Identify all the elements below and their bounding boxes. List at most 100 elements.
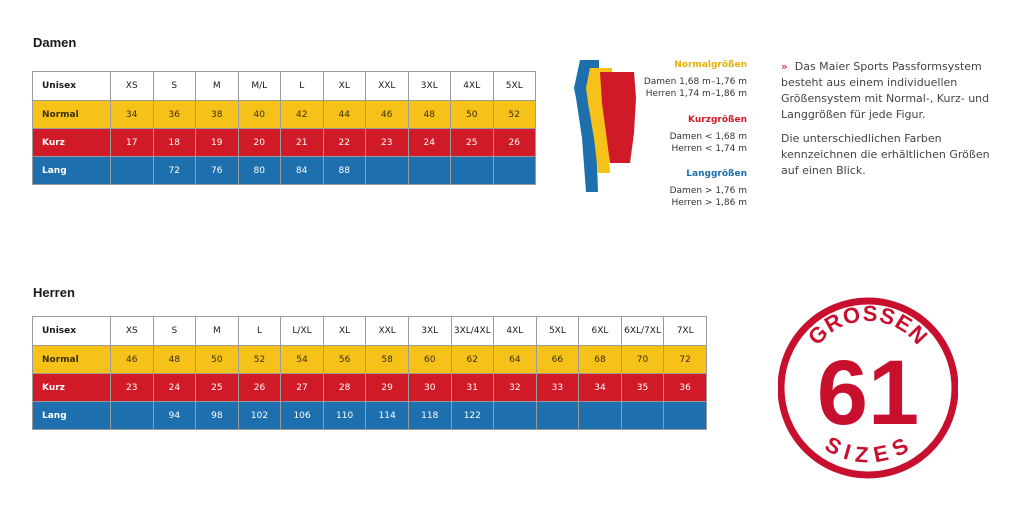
damen-cell: M [195,71,239,101]
damen-cell: 46 [365,100,409,129]
herren-cell: 32 [493,373,537,402]
damen-cell: 52 [492,100,536,129]
damen-cell: 36 [152,100,196,129]
herren-cell: 72 [663,345,707,374]
description-paragraph-1: » Das Maier Sports Passformsystem besteh… [781,60,990,121]
legend-normal-damen: Damen 1,68 m–1,76 m [643,77,747,87]
pants-kurz-shape [600,72,636,163]
damen-cell: 20 [237,128,281,157]
herren-row-label-kurz: Kurz [32,373,111,402]
herren-cell: 102 [237,401,282,430]
badge-outer-ring [778,297,958,479]
herren-cell: 26 [237,373,282,402]
herren-cell: 29 [365,373,409,402]
description: » Das Maier Sports Passformsystem besteh… [781,59,996,179]
damen-cell: L [280,71,324,101]
damen-cell: 80 [237,156,281,185]
herren-cell [493,401,537,430]
herren-cell: 62 [450,345,495,374]
badge-number: 61 [817,342,919,444]
pants-fit-illustration [574,60,636,192]
herren-cell: 48 [152,345,197,374]
herren-cell: XL [322,316,367,346]
damen-cell: 17 [110,128,154,157]
herren-cell: 118 [407,401,452,430]
damen-row-label-header: Unisex [32,71,111,101]
damen-cell: 40 [237,100,281,129]
damen-cell: 84 [280,156,324,185]
herren-cell: 64 [493,345,537,374]
damen-cell: 38 [195,100,239,129]
damen-cell [365,156,409,185]
damen-cell: 48 [407,100,451,129]
herren-cell: M [195,316,239,346]
damen-cell: 44 [322,100,366,129]
herren-cell: 27 [280,373,324,402]
description-paragraph-2: Die unterschiedlichen Farben kennzeichne… [781,132,990,177]
damen-cell [110,156,154,185]
herren-cell: 60 [407,345,452,374]
damen-cell: 88 [322,156,366,185]
herren-cell: 35 [620,373,665,402]
legend-lang-herren: Herren > 1,86 m [671,198,747,208]
herren-cell: 114 [365,401,409,430]
damen-cell: XS [110,71,154,101]
herren-cell [535,401,580,430]
herren-cell: 98 [195,401,239,430]
herren-row-label-lang: Lang [32,401,111,430]
damen-row-kurz: Kurz 17 18 19 20 21 22 23 24 25 26 [32,128,536,157]
damen-title: Damen [33,35,77,50]
damen-cell: 21 [280,128,324,157]
herren-cell: 24 [152,373,197,402]
legend-lang-damen: Damen > 1,76 m [669,186,747,196]
herren-row-label-normal: Normal [32,345,111,374]
herren-row-label-header: Unisex [32,316,111,346]
herren-row-lang: Lang 94 98 102 106 110 114 118 122 [32,401,707,430]
herren-cell: 30 [407,373,452,402]
damen-cell: 18 [152,128,196,157]
herren-cell: 31 [450,373,495,402]
herren-cell: 54 [280,345,324,374]
damen-cell: 22 [322,128,366,157]
legend-kurz: Kurzgrößen Damen < 1,68 m Herren < 1,74 … [620,114,747,155]
legend-normal: Normalgrößen Damen 1,68 m–1,76 m Herren … [620,59,747,100]
damen-cell [407,156,451,185]
legend-kurz-title: Kurzgrößen [688,115,747,125]
herren-cell: 28 [322,373,367,402]
herren-cell: 106 [280,401,324,430]
herren-cell: 46 [110,345,154,374]
damen-cell: 42 [280,100,324,129]
legend-lang-title: Langgrößen [686,169,747,179]
herren-cell: 36 [663,373,707,402]
damen-cell: 24 [407,128,451,157]
herren-cell: 25 [195,373,239,402]
legend-kurz-herren: Herren < 1,74 m [671,144,747,154]
damen-row-header: Unisex XS S M M/L L XL XXL 3XL 4XL 5XL [32,71,536,101]
damen-cell: 34 [110,100,154,129]
herren-cell: XXL [365,316,409,346]
damen-cell: 19 [195,128,239,157]
damen-row-normal: Normal 34 36 38 40 42 44 46 48 50 52 [32,100,536,129]
damen-cell: S [152,71,196,101]
herren-cell: 4XL [493,316,537,346]
herren-cell [620,401,665,430]
herren-cell: 7XL [663,316,707,346]
damen-cell: XXL [365,71,409,101]
damen-row-label-lang: Lang [32,156,111,185]
damen-cell: 23 [365,128,409,157]
damen-row-label-normal: Normal [32,100,111,129]
herren-cell: 110 [322,401,367,430]
herren-cell: 70 [620,345,665,374]
61-sizes-badge: GRÖSSEN 61 SIZES [778,297,958,479]
herren-cell [663,401,707,430]
damen-cell: 3XL [407,71,451,101]
herren-cell: 34 [578,373,622,402]
herren-row-header: Unisex XS S M L L/XL XL XXL 3XL 3XL/4XL 4XL 5XL 6XL 6… [32,316,707,346]
herren-cell: 6XL/7XL [620,316,665,346]
damen-cell: 5XL [492,71,536,101]
herren-row-kurz: Kurz 23 24 25 26 27 28 29 30 31 32 33 34 35 36 [32,373,707,402]
herren-cell: 94 [152,401,197,430]
damen-cell: XL [322,71,366,101]
herren-cell: 5XL [535,316,580,346]
legend-normal-herren: Herren 1,74 m–1,86 m [645,89,747,99]
